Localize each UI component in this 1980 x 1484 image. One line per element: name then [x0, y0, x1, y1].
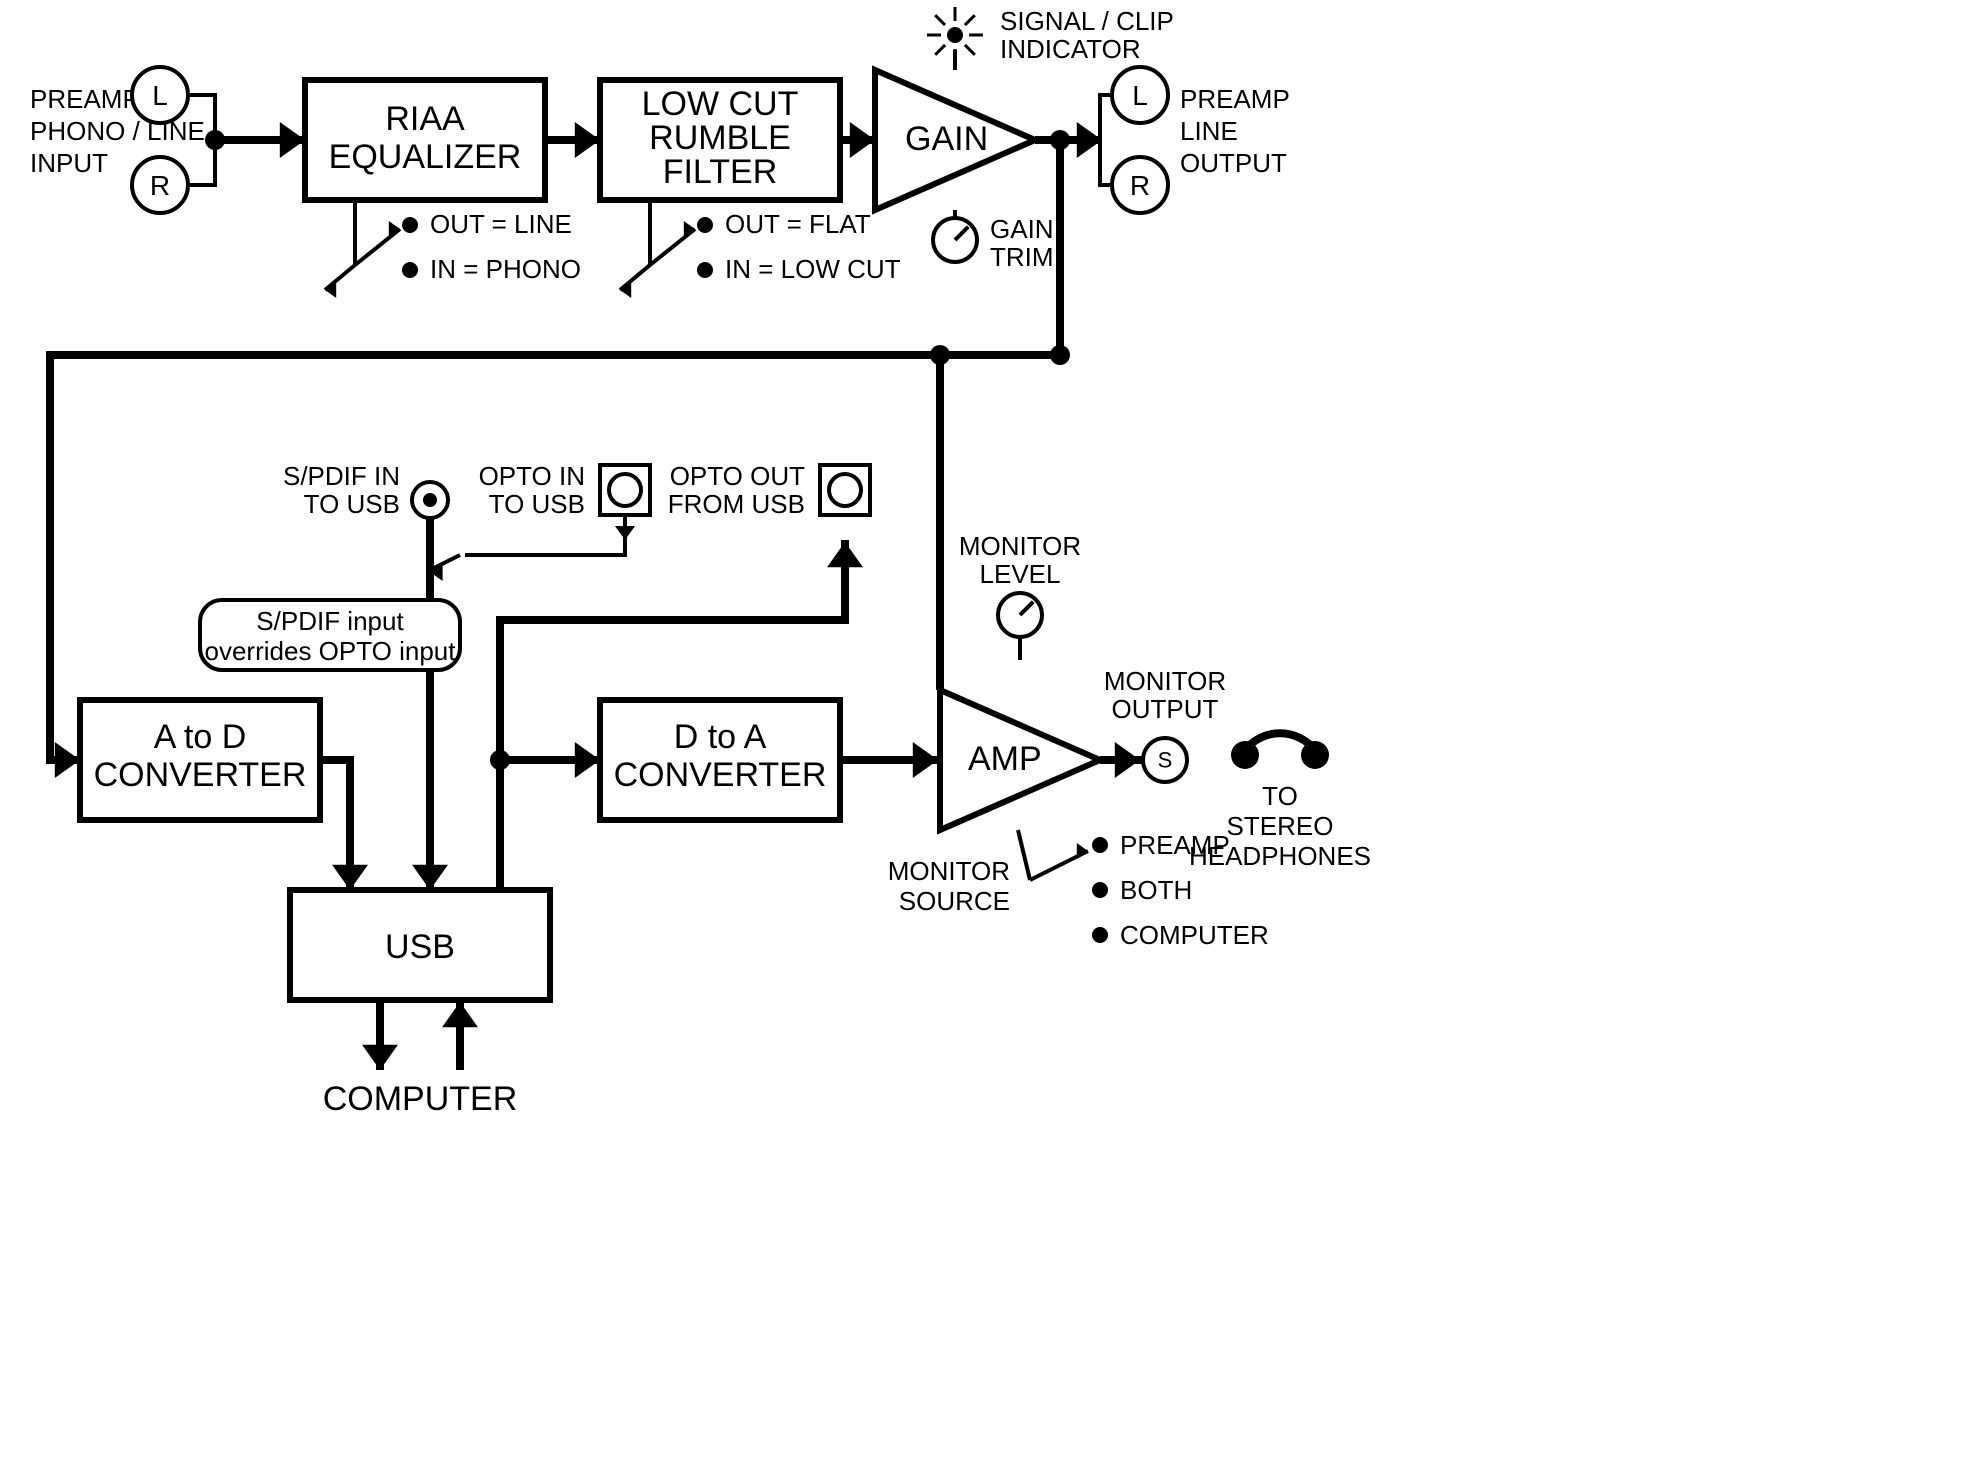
svg-text:MONITOR: MONITOR [959, 531, 1081, 561]
svg-text:INPUT: INPUT [30, 148, 108, 178]
svg-text:OUTPUT: OUTPUT [1180, 148, 1287, 178]
svg-text:OUTPUT: OUTPUT [1112, 694, 1219, 724]
svg-text:LOW CUT: LOW CUT [642, 85, 799, 123]
svg-text:R: R [1130, 170, 1150, 201]
svg-text:A to D: A to D [154, 718, 247, 756]
svg-text:R: R [150, 170, 170, 201]
svg-text:MONITOR: MONITOR [888, 856, 1010, 886]
svg-text:RUMBLE: RUMBLE [649, 119, 791, 157]
svg-text:RIAA: RIAA [385, 100, 465, 138]
svg-text:CONVERTER: CONVERTER [94, 756, 307, 794]
svg-text:IN = PHONO: IN = PHONO [430, 254, 581, 284]
svg-text:OPTO OUT: OPTO OUT [670, 461, 805, 491]
svg-text:IN = LOW CUT: IN = LOW CUT [725, 254, 901, 284]
svg-text:GAIN: GAIN [905, 120, 988, 158]
svg-text:FROM USB: FROM USB [668, 489, 805, 519]
svg-text:USB: USB [385, 928, 455, 966]
svg-text:L: L [1132, 80, 1148, 111]
svg-text:GAIN: GAIN [990, 214, 1054, 244]
svg-text:PREAMP: PREAMP [30, 84, 140, 114]
svg-text:LINE: LINE [1180, 116, 1238, 146]
svg-text:OPTO IN: OPTO IN [479, 461, 585, 491]
svg-text:S/PDIF input: S/PDIF input [256, 606, 404, 636]
svg-text:L: L [152, 80, 168, 111]
svg-text:CONVERTER: CONVERTER [614, 756, 827, 794]
svg-text:SOURCE: SOURCE [899, 886, 1010, 916]
svg-text:STEREO: STEREO [1227, 811, 1334, 841]
svg-text:S: S [1158, 748, 1173, 773]
svg-text:COMPUTER: COMPUTER [1120, 920, 1269, 950]
svg-text:SIGNAL / CLIP: SIGNAL / CLIP [1000, 6, 1174, 36]
svg-text:HEADPHONES: HEADPHONES [1189, 841, 1371, 871]
svg-text:OUT = LINE: OUT = LINE [430, 209, 572, 239]
svg-text:BOTH: BOTH [1120, 875, 1192, 905]
svg-text:TO USB: TO USB [304, 489, 400, 519]
svg-text:LEVEL: LEVEL [980, 559, 1061, 589]
svg-text:EQUALIZER: EQUALIZER [329, 138, 522, 176]
svg-text:TRIM: TRIM [990, 242, 1054, 272]
svg-text:AMP: AMP [968, 740, 1042, 778]
svg-text:overrides OPTO input: overrides OPTO input [205, 636, 457, 666]
svg-text:COMPUTER: COMPUTER [323, 1080, 518, 1118]
svg-text:INDICATOR: INDICATOR [1000, 34, 1141, 64]
svg-text:D to A: D to A [674, 718, 767, 756]
svg-text:FILTER: FILTER [663, 153, 778, 191]
svg-text:MONITOR: MONITOR [1104, 666, 1226, 696]
svg-text:S/PDIF IN: S/PDIF IN [283, 461, 400, 491]
svg-text:PHONO / LINE: PHONO / LINE [30, 116, 205, 146]
svg-text:OUT = FLAT: OUT = FLAT [725, 209, 871, 239]
svg-text:PREAMP: PREAMP [1180, 84, 1290, 114]
svg-text:TO USB: TO USB [489, 489, 585, 519]
svg-text:TO: TO [1262, 781, 1298, 811]
